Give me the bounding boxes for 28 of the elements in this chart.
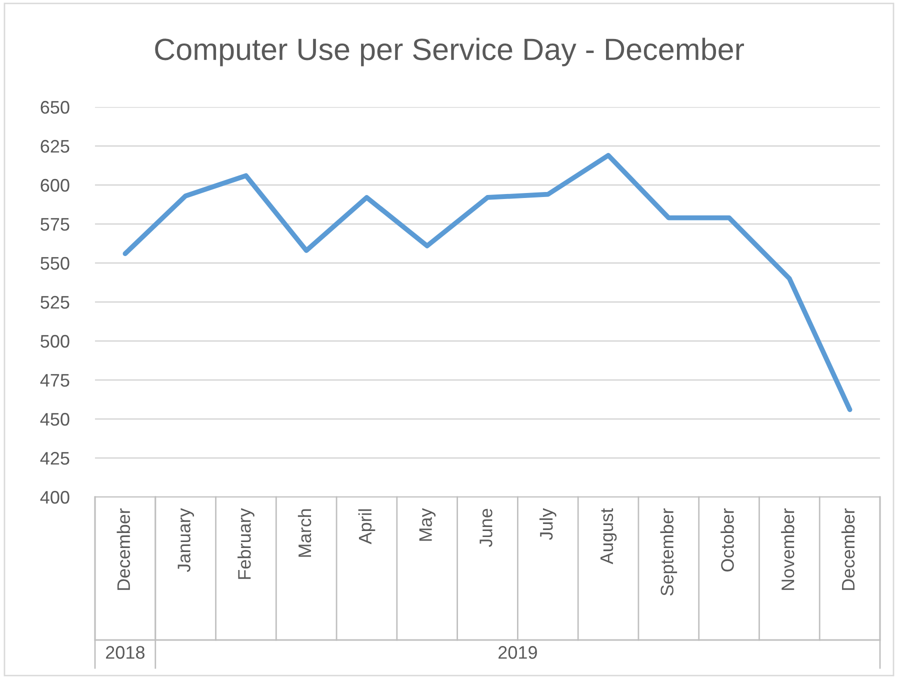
x-tick-label: November	[781, 508, 794, 590]
y-tick-label: 525	[40, 296, 70, 309]
x-tick-label: June	[480, 508, 492, 547]
y-tick-label: 650	[40, 100, 70, 114]
y-tick-label: 625	[40, 140, 70, 153]
y-tick-label: 550	[40, 256, 70, 270]
y-tick-label: 475	[40, 374, 70, 387]
x-tick-label: February	[238, 508, 254, 579]
y-tick-label: 450	[40, 412, 70, 426]
x-tick-label: October	[720, 508, 734, 572]
x-tick-label: December	[116, 508, 130, 590]
x-tick-label: December	[841, 508, 855, 590]
x-tick-label: August	[600, 508, 617, 564]
y-tick-label: 500	[40, 334, 70, 348]
x-tick-label: March	[298, 509, 312, 557]
x-tick-label: January	[178, 508, 194, 572]
y-tick-label: 400	[40, 490, 70, 504]
text: 2019	[498, 646, 537, 659]
y-tick-label: 575	[40, 218, 70, 231]
chart-title: Computer Use per Service Day - December	[155, 38, 744, 66]
y-tick-label: 425	[40, 452, 70, 465]
x-tick-label: May	[419, 508, 436, 541]
x-tick-label: July	[539, 508, 556, 540]
line-series	[122, 152, 852, 412]
y-tick-label: 600	[40, 178, 70, 192]
text: 2018	[106, 646, 144, 659]
x-tick-label: September	[660, 508, 678, 596]
x-tick-label: April	[358, 509, 376, 544]
